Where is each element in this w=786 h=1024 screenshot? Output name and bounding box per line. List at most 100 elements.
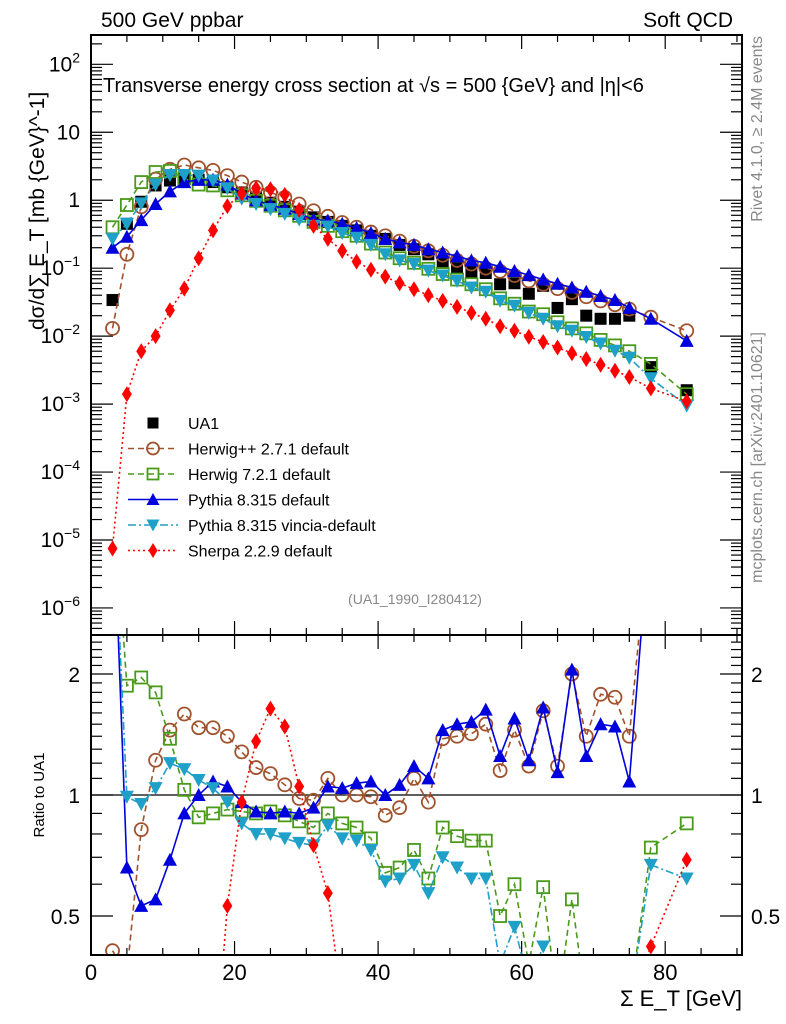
legend-label: UA1 [188, 416, 219, 433]
ratio-point [119, 860, 134, 874]
ratio-point [406, 770, 422, 786]
legend-marker [147, 417, 159, 429]
ratio-point [177, 782, 192, 797]
ratio-point [493, 958, 507, 971]
ratio-point [335, 832, 350, 846]
main-point [464, 281, 479, 295]
main-point [134, 213, 149, 227]
ratio-point [263, 827, 278, 841]
ratio-point [349, 776, 364, 790]
ratio-point [493, 749, 508, 763]
main-title: Transverse energy cross section at √s = … [103, 75, 644, 97]
ratio-point [292, 836, 307, 850]
main-point [538, 333, 549, 350]
main-point [494, 278, 507, 291]
legend-label: Pythia 8.315 vincia-default [188, 518, 376, 535]
main-point [643, 357, 658, 371]
ratio-point [450, 717, 465, 731]
main-point [119, 217, 134, 231]
ratio-point [263, 806, 278, 820]
ratio-point [507, 920, 522, 934]
ratio-point [450, 829, 464, 844]
ratio-point [464, 714, 479, 728]
ratio-point [507, 877, 522, 892]
main-point [624, 369, 635, 386]
ratio-point [265, 700, 276, 717]
ratio-point [553, 997, 563, 1013]
ratio-point [177, 763, 192, 777]
ratio-point [335, 816, 350, 831]
rivet-label: Rivet 4.1.0, ≥ 2.4M events [749, 36, 766, 222]
ratio-point [536, 940, 551, 954]
ratio-point [236, 794, 247, 811]
ratio-series-herwig-7-2-1-default [119, 636, 694, 1011]
main-point [609, 362, 620, 379]
main-point [119, 198, 134, 212]
ratio-point [220, 779, 235, 793]
ratio-point [191, 810, 206, 825]
ratio-point [580, 999, 592, 1011]
main-point [191, 169, 206, 183]
main-point [265, 181, 276, 198]
main-point [294, 201, 305, 218]
main-point [522, 287, 535, 300]
main-point [564, 324, 579, 338]
main-point [349, 231, 364, 245]
main-point [421, 264, 436, 278]
legend-entry: UA1 [147, 416, 219, 433]
main-point [493, 259, 508, 273]
ratio-point [643, 858, 658, 872]
main-point [521, 268, 536, 282]
y-tick-label: 10−6 [41, 593, 81, 620]
ratio-line [122, 636, 688, 954]
ratio-point [610, 997, 620, 1013]
main-point [164, 302, 175, 319]
y-tick-label: 1 [68, 189, 80, 212]
ratio-point [524, 997, 534, 1013]
ratio-point [162, 852, 177, 866]
ratio-point [406, 858, 421, 872]
ratio-point [595, 999, 607, 1011]
main-series [105, 157, 695, 557]
legend-entry: Herwig 7.2.1 default [128, 467, 331, 484]
main-point [335, 216, 350, 230]
main-point [437, 292, 448, 309]
main-point [507, 263, 522, 277]
ratio-point [492, 763, 508, 778]
legend-label: Sherpa 2.2.9 default [188, 544, 333, 561]
ratio-point [392, 872, 407, 886]
ratio-point [392, 777, 407, 791]
main-point [464, 253, 479, 267]
ratio-point [363, 789, 379, 805]
ratio-point [134, 797, 149, 811]
main-point [408, 281, 419, 298]
ratio-point [277, 832, 292, 846]
ratio-point [564, 662, 579, 676]
x-tick-label: 20 [222, 960, 246, 985]
main-point [536, 272, 551, 286]
main-point [134, 175, 149, 189]
ratio-point [438, 997, 448, 1013]
main-point [105, 240, 120, 254]
main-point [493, 294, 508, 308]
main-point [148, 165, 163, 179]
main-point [119, 246, 135, 262]
ratio-line [222, 707, 688, 954]
ratio-point [294, 778, 305, 795]
legend-entry: Pythia 8.315 vincia-default [128, 518, 376, 535]
ratio-point [536, 880, 551, 895]
y-tick-label: 10 [57, 121, 80, 144]
main-point [595, 356, 606, 373]
main-point [148, 196, 163, 210]
main-point [523, 328, 534, 345]
main-point [392, 235, 407, 249]
y-tick-label: 10−4 [41, 457, 81, 484]
x-tick-label: 40 [366, 960, 390, 985]
y-tick-label: 10−3 [41, 389, 81, 416]
ratio-point [320, 779, 335, 793]
ratio-point [567, 997, 577, 1013]
ratio-point [292, 806, 307, 820]
y-tick-label: 10−1 [41, 253, 81, 280]
ratio-series-pythia-8-315-vincia-default [118, 636, 694, 971]
main-point [363, 238, 378, 252]
